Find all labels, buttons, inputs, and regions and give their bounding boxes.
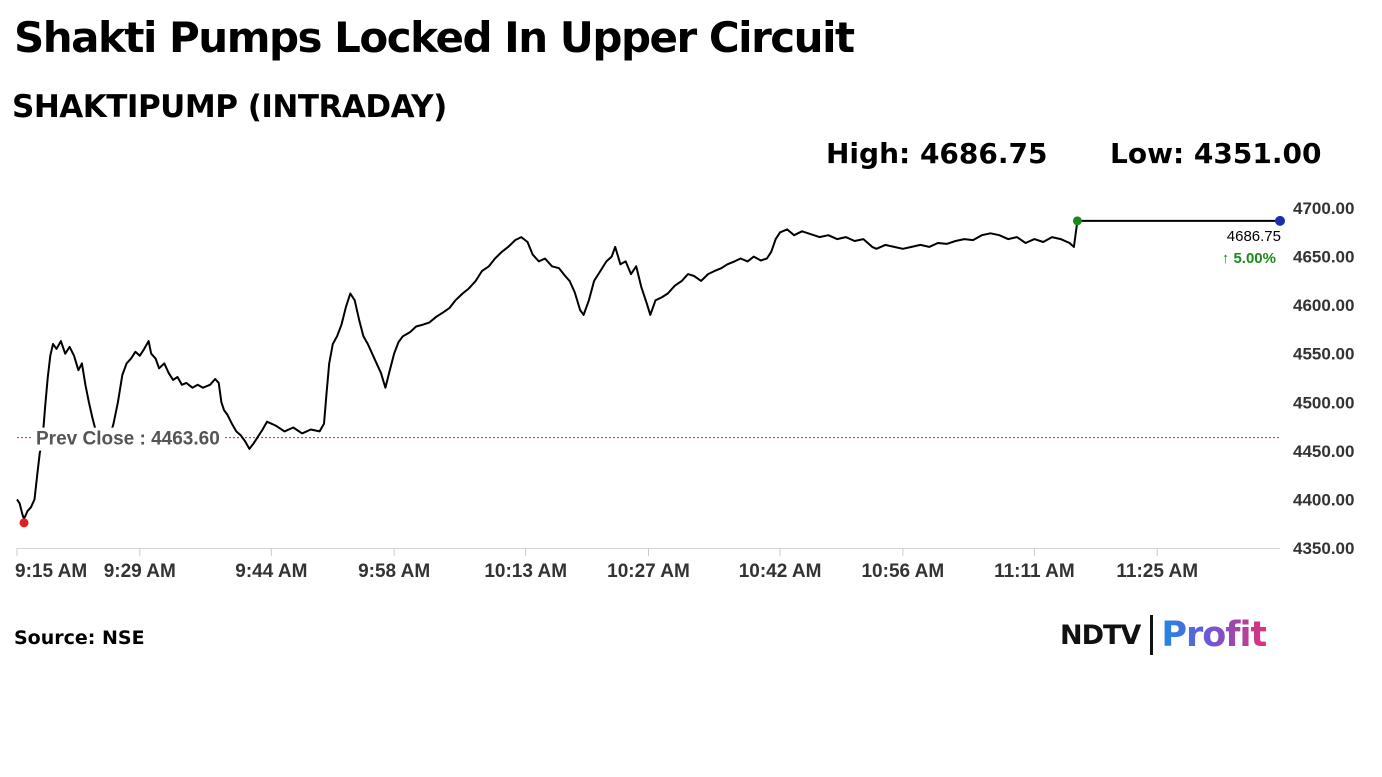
x-tick-label: 10:42 AM [739,561,822,582]
open-marker [19,518,29,528]
prev-close-label: Prev Close : 4463.60 [36,429,220,450]
y-tick-label: 4700.00 [1293,199,1354,218]
x-tick-label: 9:58 AM [358,561,430,582]
change-percent-label: ↑ 5.00% [1222,250,1276,267]
chart-subtitle: SHAKTIPUMP (INTRADAY) [12,89,447,125]
headline: Shakti Pumps Locked In Upper Circuit [14,13,855,62]
x-tick-label: 9:44 AM [235,561,307,582]
y-tick-label: 4650.00 [1293,248,1354,267]
x-tick-label: 9:29 AM [104,561,176,582]
y-tick-label: 4600.00 [1293,296,1354,315]
x-tick-label: 10:27 AM [607,561,690,582]
price-series-line [16,220,1079,520]
y-tick-label: 4550.00 [1293,345,1354,364]
intraday-line-chart: Prev Close : 4463.60 4686.75 ↑ 5.00% 470… [15,199,1354,582]
y-tick-label: 4500.00 [1293,393,1354,412]
x-tick-label: 10:56 AM [861,561,944,582]
last-price-label: 4686.75 [1227,228,1281,245]
y-axis-ticks: 4700.00 4650.00 4600.00 4550.00 4500.00 4450.… [1293,199,1354,558]
ndtv-profit-logo: NDTV Profit [1060,612,1267,658]
logo-ndtv-text: NDTV [1060,619,1141,651]
prev-close-label-background [32,427,224,451]
y-tick-label: 4400.00 [1293,490,1354,509]
high-marker [1072,216,1082,226]
logo-divider [1150,615,1154,655]
up-arrow-icon: ↑ [1222,250,1234,267]
y-tick-label: 4450.00 [1293,442,1354,461]
x-axis-ticks: 9:15 AM 9:29 AM 9:44 AM 9:58 AM 10:13 AM 10:2… [15,548,1198,582]
x-tick-label: 11:11 AM [994,561,1075,582]
last-price-marker [1275,215,1285,226]
logo-profit-text: Profit [1161,615,1267,655]
x-tick-label: 10:13 AM [484,561,567,582]
y-tick-label: 4350.00 [1293,539,1354,558]
x-tick-label: 11:25 AM [1116,561,1198,582]
low-label: Low: 4351.00 [1110,137,1322,170]
x-tick-label: 9:15 AM [15,561,87,582]
change-percent-value: 5.00% [1233,250,1276,267]
source-note: Source: NSE [14,627,145,649]
high-label: High: 4686.75 [826,137,1048,170]
